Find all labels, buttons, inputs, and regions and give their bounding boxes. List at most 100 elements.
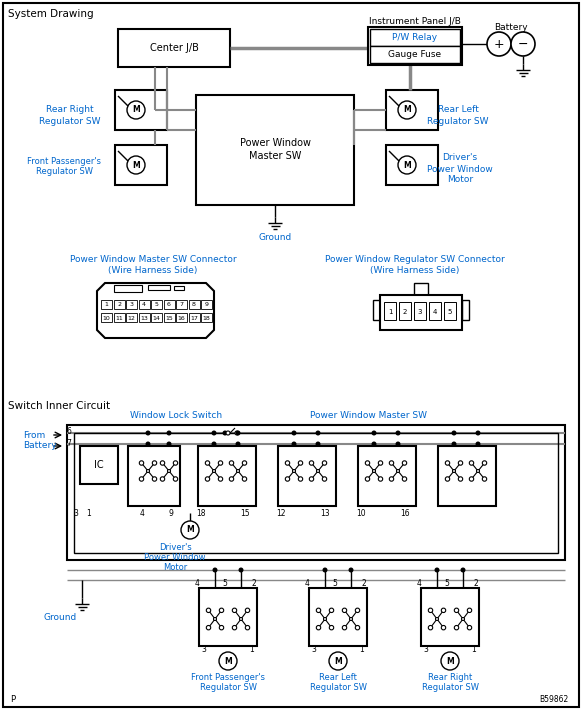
Bar [370,46,460,63]
Circle shape [322,461,327,465]
Circle shape [242,477,247,481]
Circle shape [342,626,347,630]
Circle shape [398,101,416,119]
Circle shape [229,477,234,481]
Text: 5: 5 [155,302,158,307]
Text: (Wire Harness Side): (Wire Harness Side) [370,266,460,275]
Text: 7: 7 [66,439,72,447]
Circle shape [458,477,463,481]
Circle shape [146,430,151,435]
Bar [176,300,187,309]
Text: 6: 6 [167,302,171,307]
Bar [174,286,184,290]
Bar [80,446,118,484]
Text: Battery: Battery [494,23,528,33]
Text: 7: 7 [179,302,183,307]
Circle shape [402,461,407,465]
Circle shape [355,608,360,613]
Circle shape [435,567,439,572]
Bar [189,300,200,309]
Bar [115,145,167,185]
Bar [101,313,112,322]
Text: 15: 15 [240,508,250,518]
Circle shape [467,626,471,630]
Circle shape [205,477,210,481]
Circle shape [441,608,446,613]
Circle shape [460,567,466,572]
Text: M: M [403,106,411,114]
Text: 2: 2 [251,579,257,589]
Bar [151,313,162,322]
Text: Power Window Master SW: Power Window Master SW [310,412,427,420]
Circle shape [477,469,480,472]
Circle shape [467,608,471,613]
Circle shape [285,477,290,481]
Circle shape [329,626,333,630]
Circle shape [511,32,535,56]
Circle shape [452,442,456,447]
Text: 4: 4 [194,579,200,589]
Text: 17: 17 [190,315,198,320]
Bar [115,90,167,130]
Circle shape [475,430,481,435]
Circle shape [316,608,321,613]
Circle shape [127,101,145,119]
Bar [373,300,380,320]
Bar [386,90,438,130]
Text: Rear Right: Rear Right [46,106,94,114]
Text: Regulator SW: Regulator SW [39,116,101,126]
Bar [113,300,125,309]
Circle shape [445,461,450,465]
Text: (Wire Harness Side): (Wire Harness Side) [108,266,198,275]
Text: Ground: Ground [258,232,292,241]
Circle shape [214,618,217,621]
Text: Ground: Ground [44,613,77,623]
Bar [126,313,137,322]
Circle shape [242,461,247,465]
Circle shape [240,618,243,621]
Circle shape [299,461,303,465]
Circle shape [329,652,347,670]
Text: Rear Right: Rear Right [428,674,472,682]
Circle shape [355,626,360,630]
Circle shape [378,477,383,481]
Text: 2: 2 [403,309,407,315]
Circle shape [229,461,234,465]
Circle shape [235,431,239,435]
Text: Rear Left: Rear Left [438,106,478,114]
Bar [386,145,438,185]
Text: Power Window Regulator SW Connector: Power Window Regulator SW Connector [325,256,505,265]
Circle shape [372,469,375,472]
Text: 5: 5 [445,579,449,589]
Text: 3: 3 [201,645,207,653]
Text: 4: 4 [140,508,144,518]
Circle shape [322,477,327,481]
Bar [368,27,462,65]
Bar [118,29,230,67]
Text: P: P [10,696,15,704]
Text: Master SW: Master SW [249,151,301,161]
Text: IC: IC [94,460,104,470]
Circle shape [365,461,370,465]
Text: B59862: B59862 [539,696,568,704]
Bar [139,313,150,322]
Text: M: M [224,657,232,665]
Text: 4: 4 [142,302,146,307]
Text: Center J/B: Center J/B [150,43,198,53]
Text: M: M [446,657,454,665]
Text: 15: 15 [165,315,173,320]
Circle shape [428,626,432,630]
Circle shape [236,430,240,435]
Bar [101,300,112,309]
Circle shape [445,477,450,481]
Circle shape [219,608,223,613]
Text: Instrument Panel J/B: Instrument Panel J/B [369,18,461,26]
Circle shape [482,477,487,481]
Circle shape [435,618,438,621]
Circle shape [309,461,314,465]
Circle shape [402,477,407,481]
Bar [370,29,460,46]
Text: −: − [518,38,528,50]
Circle shape [127,156,145,174]
Circle shape [152,461,157,465]
